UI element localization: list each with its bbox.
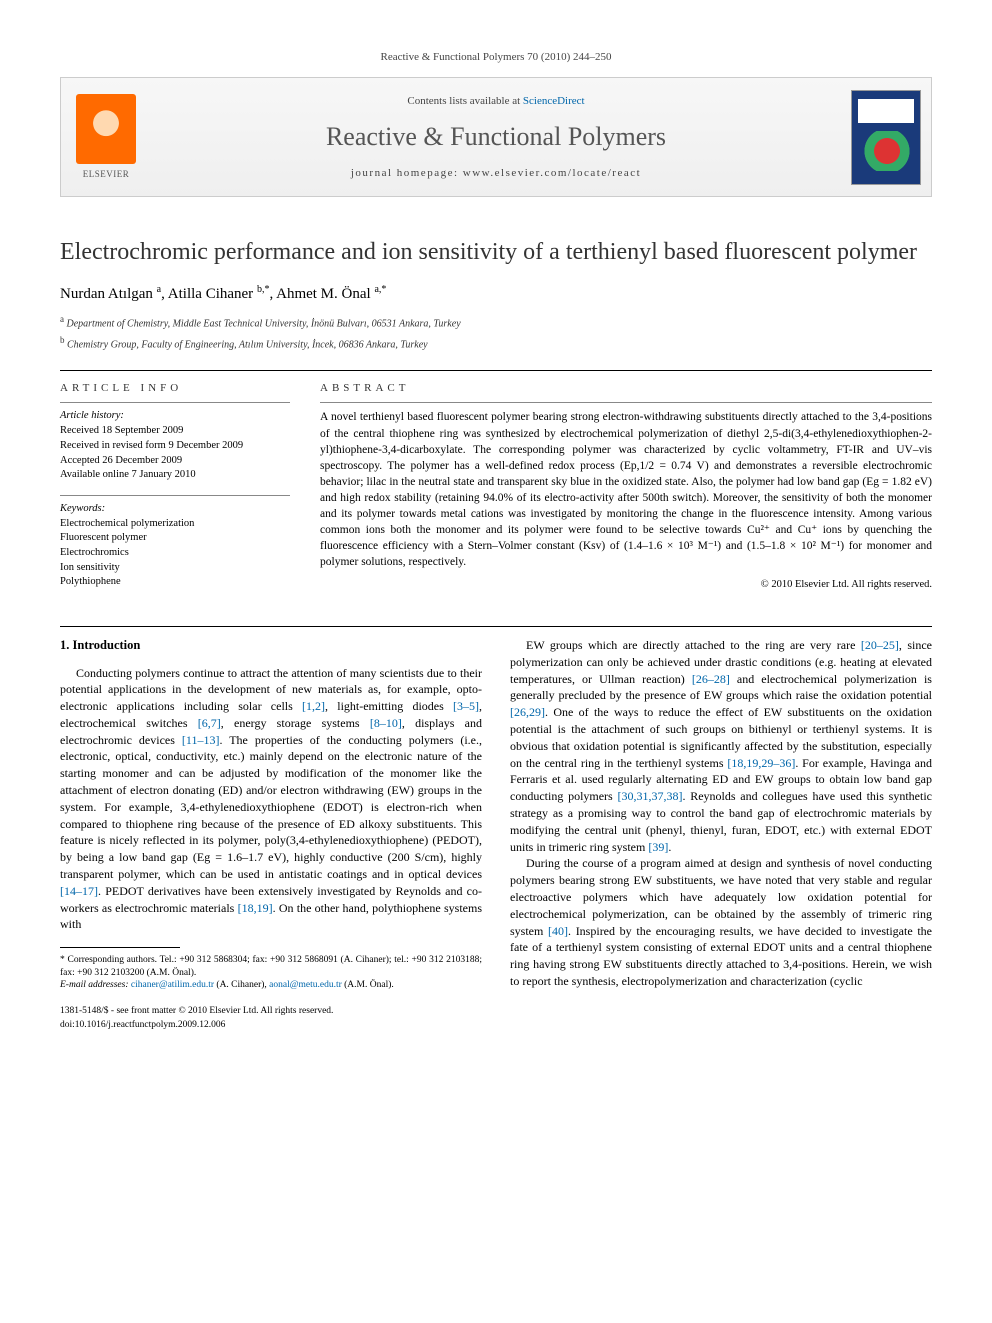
corresponding-author-footnote: * Corresponding authors. Tel.: +90 312 5… [60,954,482,991]
citation-link[interactable]: [30,31,37,38] [617,789,682,803]
contents-available: Contents lists available at ScienceDirec… [407,94,584,109]
citation-link[interactable]: [39] [648,840,668,854]
publisher-name: ELSEVIER [83,168,130,181]
article-title: Electrochromic performance and ion sensi… [60,237,932,267]
journal-banner: ELSEVIER Contents lists available at Sci… [60,77,932,197]
footnote-emails: E-mail addresses: cihaner@atilim.edu.tr … [60,979,482,991]
keyword: Polythiophene [60,575,290,590]
citation-link[interactable]: [26–28] [692,672,730,686]
footnote-separator [60,947,180,948]
divider [60,402,290,403]
email-who-2: (A.M. Önal). [344,980,394,990]
author-list: Nurdan Atılgan a, Atilla Cihaner b,*, Ah… [60,283,932,305]
history-line: Received 18 September 2009 [60,424,290,439]
citation-link[interactable]: [14–17] [60,884,98,898]
citation-link[interactable]: [40] [548,924,568,938]
abstract-text: A novel terthienyl based fluorescent pol… [320,409,932,570]
publisher-logo-block: ELSEVIER [61,78,151,196]
running-header: Reactive & Functional Polymers 70 (2010)… [60,50,932,65]
doi-line: doi:10.1016/j.reactfunctpolym.2009.12.00… [60,1019,932,1032]
keyword: Ion sensitivity [60,561,290,576]
citation-link[interactable]: [26,29] [510,705,545,719]
email-link-1[interactable]: cihaner@atilim.edu.tr [131,980,214,990]
body-columns: 1. Introduction Conducting polymers cont… [60,637,932,991]
keywords-label: Keywords: [60,502,290,517]
banner-center: Contents lists available at ScienceDirec… [151,78,841,196]
email-who-1: (A. Cihaner), [216,980,266,990]
affiliation: a Department of Chemistry, Middle East T… [60,313,932,331]
sciencedirect-link[interactable]: ScienceDirect [523,95,585,107]
abstract-copyright: © 2010 Elsevier Ltd. All rights reserved… [320,578,932,593]
emails-label: E-mail addresses: [60,980,129,990]
info-abstract-row: ARTICLE INFO Article history: Received 1… [60,381,932,602]
contents-prefix: Contents lists available at [407,95,522,107]
citation-link[interactable]: [11–13] [182,733,220,747]
article-info: ARTICLE INFO Article history: Received 1… [60,381,290,602]
keyword: Electrochemical polymerization [60,517,290,532]
section-1-heading: 1. Introduction [60,637,482,655]
history-line: Available online 7 January 2010 [60,468,290,483]
right-column: EW groups which are directly attached to… [510,637,932,991]
intro-paragraph-2: EW groups which are directly attached to… [510,637,932,855]
divider [60,370,932,371]
intro-paragraph-3: During the course of a program aimed at … [510,855,932,989]
history-line: Received in revised form 9 December 2009 [60,439,290,454]
left-column: 1. Introduction Conducting polymers cont… [60,637,482,991]
history-line: Accepted 26 December 2009 [60,454,290,469]
citation-link[interactable]: [8–10] [370,716,402,730]
citation-link[interactable]: [18,19] [238,901,273,915]
citation-link[interactable]: [6,7] [198,716,221,730]
email-link-2[interactable]: aonal@metu.edu.tr [269,980,342,990]
footnote-contact: * Corresponding authors. Tel.: +90 312 5… [60,954,482,979]
keywords-block: Keywords: Electrochemical polymerization… [60,502,290,590]
affiliation: b Chemistry Group, Faculty of Engineerin… [60,334,932,352]
journal-homepage: journal homepage: www.elsevier.com/locat… [351,166,641,181]
issn-line: 1381-5148/$ - see front matter © 2010 El… [60,1005,932,1018]
intro-paragraph-1: Conducting polymers continue to attract … [60,665,482,934]
keyword: Fluorescent polymer [60,531,290,546]
page-footer: 1381-5148/$ - see front matter © 2010 El… [60,1005,932,1032]
citation-link[interactable]: [18,19,29–36] [727,756,795,770]
abstract-head: ABSTRACT [320,381,932,396]
journal-title: Reactive & Functional Polymers [326,119,666,155]
journal-cover-icon [851,90,921,185]
divider [320,402,932,403]
divider [60,626,932,627]
abstract: ABSTRACT A novel terthienyl based fluore… [320,381,932,602]
citation-link[interactable]: [3–5] [453,699,479,713]
cover-thumbnail-block [841,78,931,196]
citation-link[interactable]: [1,2] [302,699,325,713]
article-history: Article history: Received 18 September 2… [60,409,290,482]
history-label: Article history: [60,409,290,424]
citation-link[interactable]: [20–25] [861,638,899,652]
divider [60,495,290,496]
article-info-head: ARTICLE INFO [60,381,290,396]
elsevier-tree-icon [76,94,136,164]
keyword: Electrochromics [60,546,290,561]
